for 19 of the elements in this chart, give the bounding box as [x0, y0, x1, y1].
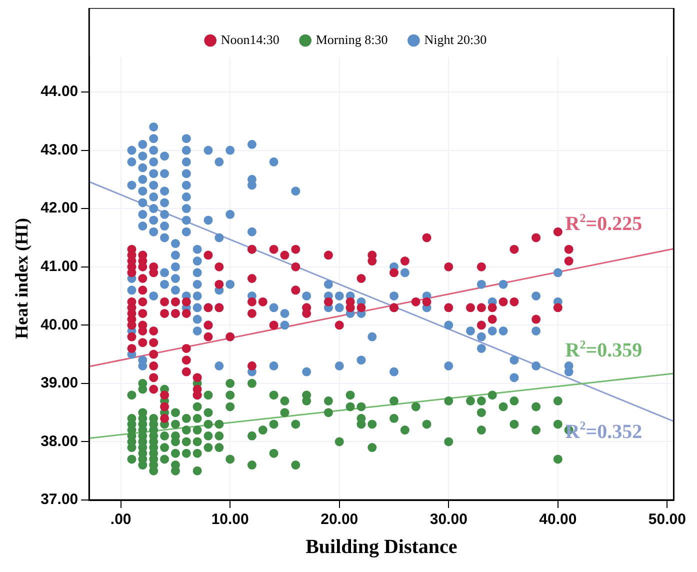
y-tick-label: 43.00	[40, 141, 78, 158]
x-tick-label: .00	[110, 511, 132, 528]
y-tick-label: 39.00	[40, 374, 78, 392]
x-tick-label: 10.00	[211, 511, 249, 528]
y-tick-label: 38.00	[40, 432, 78, 450]
x-tick-label: 20.00	[320, 511, 358, 528]
legend-label: Night 20:30	[424, 32, 487, 47]
y-tick-label: 42.00	[40, 200, 78, 217]
legend-label: Morning 8:30	[316, 32, 388, 47]
x-axis-title: Building Distance	[306, 536, 458, 558]
x-tick-label: 30.00	[430, 511, 468, 528]
x-tick-label: 50.00	[648, 511, 686, 528]
y-tick-label: 44.00	[40, 83, 78, 100]
y-tick-label: 37.00	[40, 491, 78, 508]
x-tick-label: 40.00	[539, 511, 577, 528]
y-tick-label: 40.00	[40, 316, 78, 334]
legend-label: Noon14:30	[220, 32, 280, 47]
y-axis-title: Heat index (HI)	[11, 218, 32, 339]
y-tick-label: 41.00	[40, 258, 78, 275]
